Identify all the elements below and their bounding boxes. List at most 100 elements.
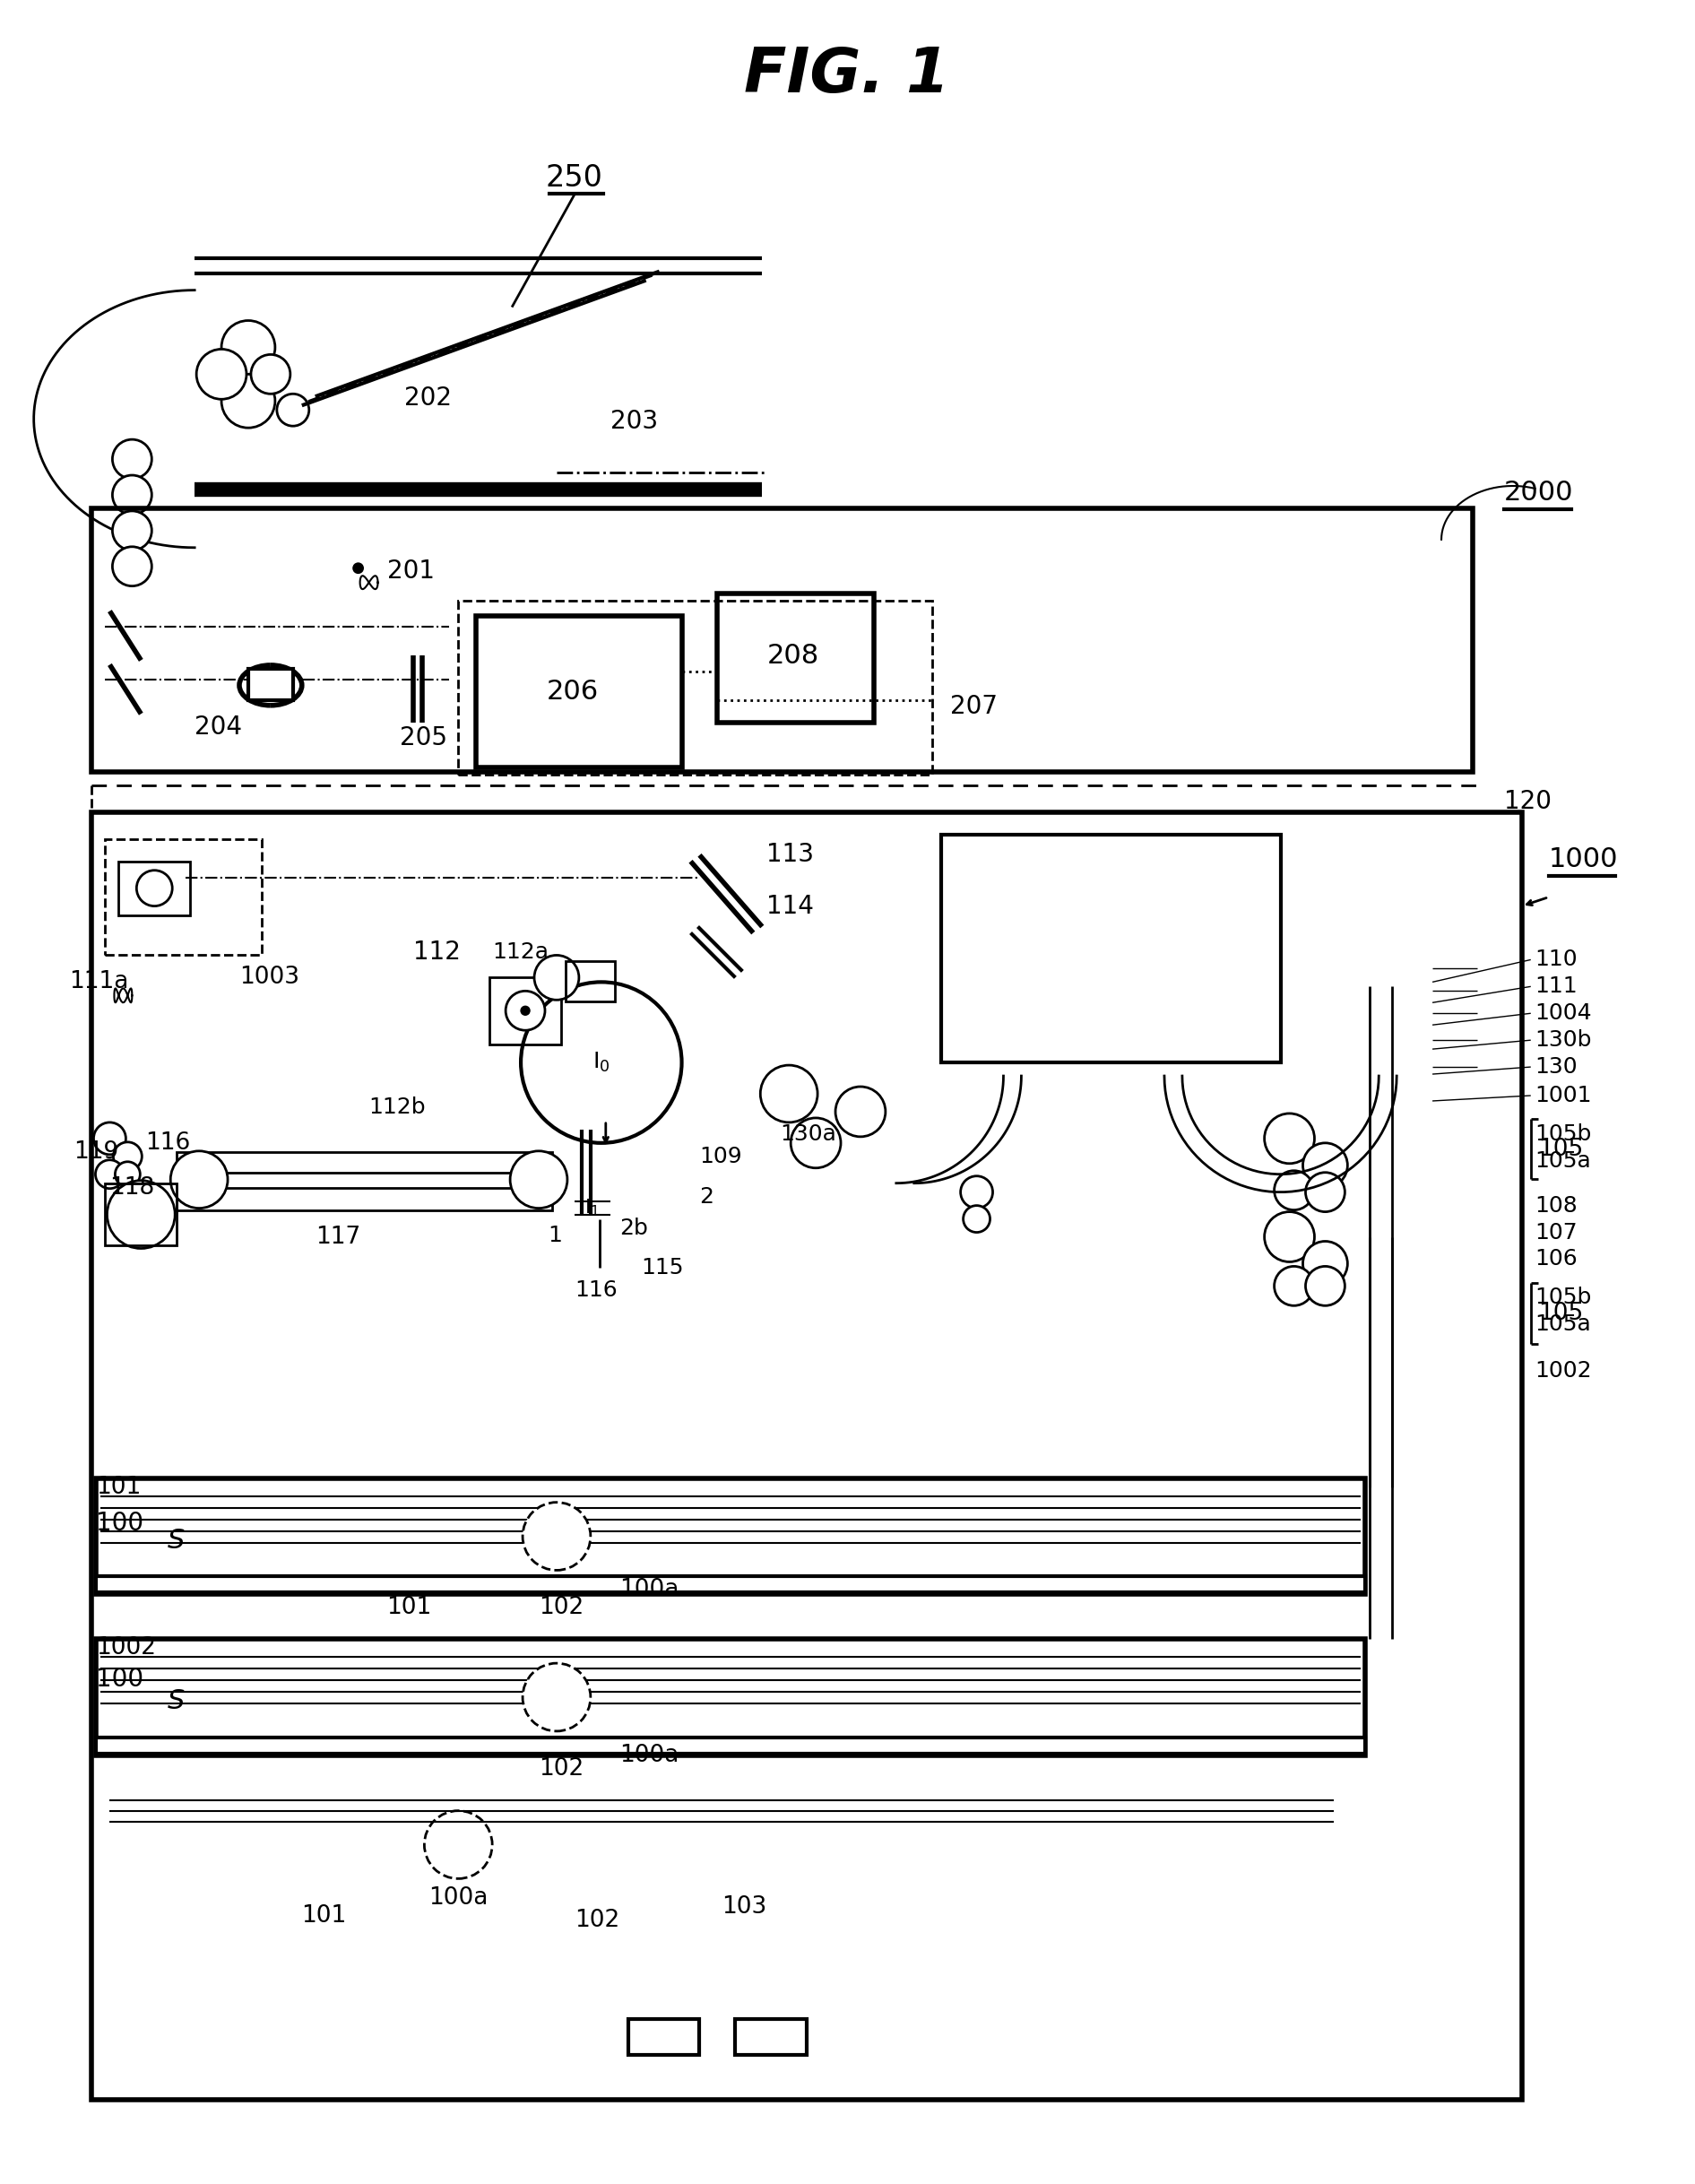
- Circle shape: [95, 1160, 124, 1188]
- Circle shape: [171, 1151, 227, 1208]
- Text: I$_0$: I$_0$: [593, 1051, 610, 1075]
- Text: 207: 207: [949, 695, 997, 719]
- Bar: [97, 1577, 1366, 1592]
- Text: 1001: 1001: [1536, 1085, 1592, 1107]
- Text: 102: 102: [539, 1597, 583, 1621]
- Circle shape: [137, 869, 173, 906]
- Text: 112a: 112a: [492, 941, 549, 963]
- Text: 2: 2: [700, 1186, 714, 1208]
- Text: FIG. 1: FIG. 1: [744, 44, 949, 105]
- Text: 112b: 112b: [370, 1096, 425, 1118]
- Circle shape: [792, 1118, 841, 1168]
- Text: 1002: 1002: [1536, 1361, 1592, 1382]
- Text: 106: 106: [1536, 1249, 1578, 1269]
- Circle shape: [115, 1162, 141, 1186]
- Text: 105b: 105b: [1536, 1286, 1592, 1308]
- Text: 100a: 100a: [619, 1579, 678, 1601]
- Bar: [176, 1151, 553, 1210]
- Bar: [941, 834, 1280, 1061]
- Bar: [476, 616, 681, 767]
- Text: 119: 119: [75, 1140, 119, 1164]
- Circle shape: [534, 954, 580, 1000]
- Circle shape: [1303, 1241, 1348, 1286]
- Circle shape: [963, 1206, 990, 1232]
- Text: 116: 116: [146, 1131, 190, 1155]
- Bar: [717, 594, 875, 723]
- Text: 1002: 1002: [97, 1636, 156, 1660]
- Text: 112: 112: [414, 939, 461, 965]
- Text: 115: 115: [641, 1258, 685, 1280]
- Circle shape: [222, 321, 275, 373]
- Text: 1: 1: [547, 1225, 561, 1245]
- Text: S: S: [168, 1688, 185, 1714]
- Text: 2b: 2b: [619, 1216, 647, 1238]
- Text: 102: 102: [539, 1758, 583, 1780]
- Circle shape: [520, 1007, 531, 1016]
- Text: 111: 111: [1536, 976, 1578, 998]
- Text: 100: 100: [97, 1666, 144, 1693]
- Bar: [92, 812, 1522, 2099]
- Circle shape: [1305, 1173, 1344, 1212]
- Bar: [458, 601, 932, 775]
- Circle shape: [836, 1088, 885, 1136]
- Text: 105a: 105a: [1536, 1313, 1592, 1334]
- Circle shape: [112, 476, 153, 515]
- Text: 102: 102: [575, 1909, 619, 1933]
- Circle shape: [107, 1182, 175, 1249]
- Text: 130b: 130b: [1536, 1029, 1592, 1051]
- Text: 1003: 1003: [239, 965, 300, 989]
- Text: 208: 208: [768, 642, 820, 668]
- Bar: [119, 860, 190, 915]
- Circle shape: [1275, 1267, 1314, 1306]
- Circle shape: [112, 546, 153, 585]
- Bar: [736, 2018, 807, 2055]
- Text: 201: 201: [386, 559, 434, 583]
- Text: 130a: 130a: [780, 1123, 836, 1144]
- Circle shape: [522, 1664, 590, 1732]
- Text: 250: 250: [546, 164, 603, 192]
- Bar: [247, 668, 293, 701]
- Bar: [97, 1479, 1366, 1594]
- Text: 107: 107: [1536, 1221, 1578, 1243]
- Text: 116: 116: [575, 1280, 617, 1302]
- Text: l$_1$: l$_1$: [585, 1197, 600, 1219]
- Text: 2000: 2000: [1503, 480, 1573, 507]
- Bar: [490, 978, 561, 1044]
- Text: 101: 101: [97, 1476, 141, 1498]
- Circle shape: [520, 983, 681, 1142]
- Circle shape: [114, 1142, 142, 1171]
- Circle shape: [505, 992, 546, 1031]
- Text: 206: 206: [546, 679, 598, 705]
- Circle shape: [1275, 1171, 1314, 1210]
- Text: 205: 205: [400, 725, 447, 751]
- Bar: [566, 961, 615, 1002]
- Text: 1000: 1000: [1549, 847, 1619, 874]
- Circle shape: [1303, 1142, 1348, 1188]
- Circle shape: [1264, 1212, 1314, 1262]
- Circle shape: [112, 511, 153, 550]
- Text: 101: 101: [386, 1597, 432, 1621]
- Bar: [105, 1184, 176, 1245]
- Circle shape: [510, 1151, 568, 1208]
- Text: 105: 105: [1537, 1302, 1583, 1326]
- Circle shape: [197, 349, 246, 400]
- Circle shape: [1264, 1114, 1314, 1164]
- Text: 108: 108: [1536, 1195, 1578, 1216]
- Bar: [92, 509, 1473, 771]
- Circle shape: [276, 393, 308, 426]
- Text: 105a: 105a: [1536, 1151, 1592, 1171]
- Circle shape: [424, 1811, 492, 1878]
- Circle shape: [522, 1503, 590, 1570]
- Text: 100: 100: [97, 1511, 144, 1535]
- Text: 130: 130: [1536, 1057, 1578, 1077]
- Text: 203: 203: [610, 408, 658, 435]
- Text: 109: 109: [700, 1147, 742, 1166]
- Circle shape: [251, 354, 290, 393]
- Circle shape: [93, 1123, 125, 1155]
- Text: 120: 120: [1503, 788, 1551, 815]
- Text: 105b: 105b: [1536, 1123, 1592, 1144]
- Bar: [105, 839, 261, 954]
- Text: 202: 202: [405, 387, 453, 411]
- Circle shape: [112, 439, 153, 478]
- Text: 103: 103: [722, 1896, 766, 1920]
